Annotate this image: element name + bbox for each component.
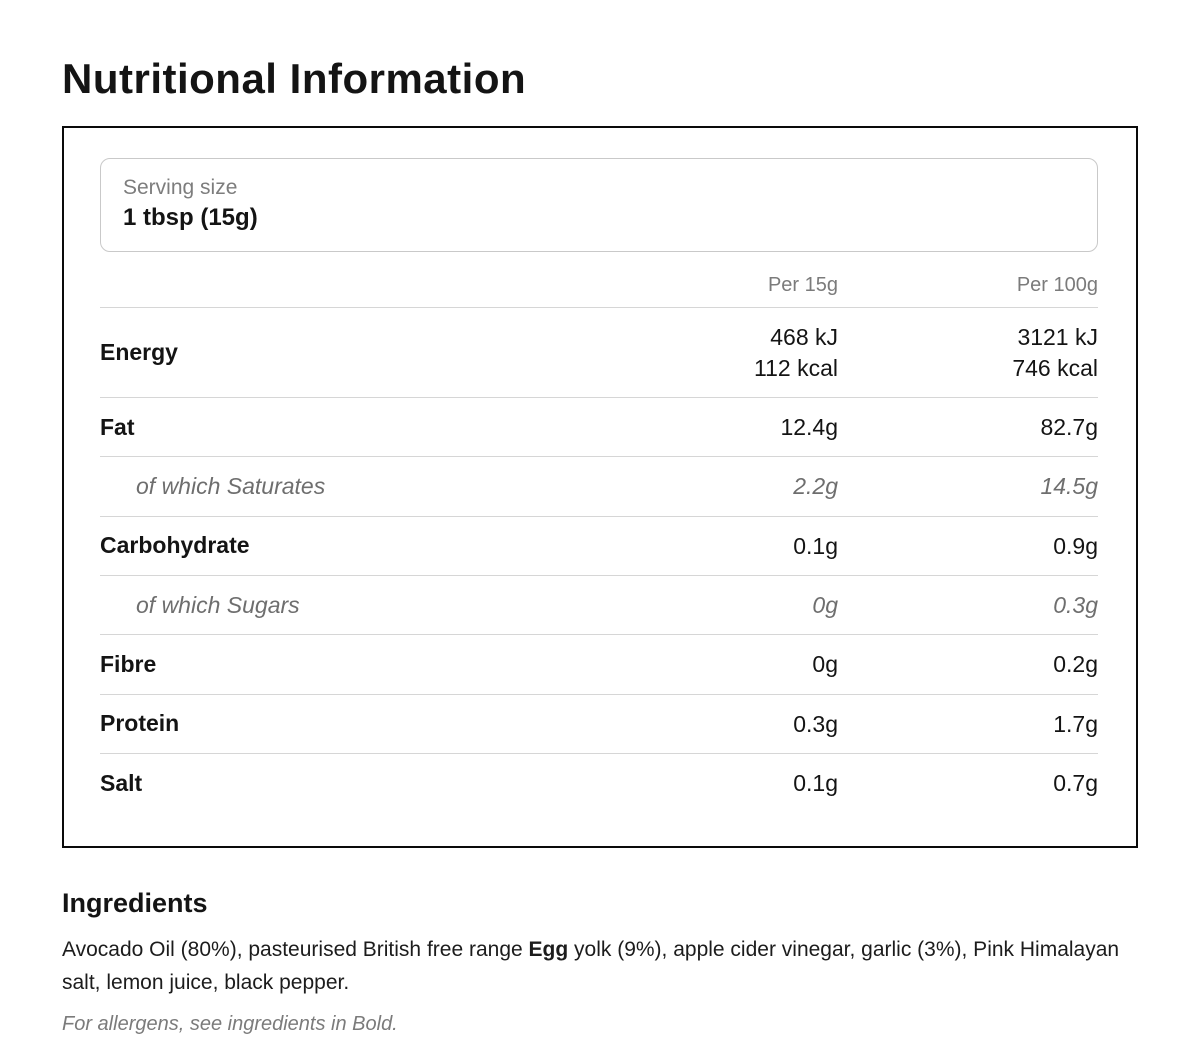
- table-row: Energy 468 kJ 112 kcal 3121 kJ 746 kcal: [100, 308, 1098, 398]
- column-header-per-15g: Per 15g: [767, 274, 838, 297]
- ingredients-segment: Avocado Oil (80%), pasteurised British f…: [62, 938, 529, 962]
- value-per-15g: 12.4g: [780, 413, 838, 440]
- nutrient-label: of which Sugars: [136, 591, 300, 618]
- serving-size-label: Serving size: [123, 176, 238, 200]
- table-row: Fat 12.4g 82.7g: [100, 398, 1098, 458]
- nutrient-label: Energy: [100, 339, 178, 366]
- allergen-bold-text: Egg: [528, 938, 569, 962]
- value-per-100g: 82.7g: [1040, 413, 1098, 440]
- table-row: Fibre 0g 0.2g: [100, 635, 1098, 695]
- value-per-100g: 0.7g: [1053, 770, 1098, 797]
- nutrition-panel: Serving size 1 tbsp (15g) Per 15g Per 10…: [62, 126, 1138, 849]
- nutrient-label: Salt: [100, 769, 143, 796]
- table-row: Protein 0.3g 1.7g: [100, 695, 1098, 755]
- column-header-per-100g: Per 100g: [1016, 274, 1098, 297]
- table-header-row: Per 15g Per 100g: [100, 252, 1098, 309]
- value-per-100g: 0.2g: [1053, 651, 1098, 678]
- value-per-100g: 3121 kJ 746 kcal: [1012, 324, 1098, 381]
- nutrient-label: Fibre: [100, 651, 157, 678]
- nutrient-label: Carbohydrate: [100, 532, 250, 559]
- ingredients-section: Ingredients Avocado Oil (80%), pasteuris…: [62, 888, 1138, 1036]
- table-body: Energy 468 kJ 112 kcal 3121 kJ 746 kcal Fat…: [100, 308, 1098, 802]
- value-per-15g: 0.3g: [793, 710, 838, 737]
- nutrition-page: Nutritional Information Serving size 1 t…: [62, 0, 1138, 1036]
- allergen-note: For allergens, see ingredients in Bold.: [62, 1013, 398, 1036]
- serving-size-field[interactable]: Serving size 1 tbsp (15g): [100, 158, 1098, 253]
- value-per-15g: 0.1g: [793, 770, 838, 797]
- nutrient-label: of which Saturates: [136, 472, 326, 499]
- page-title: Nutritional Information: [62, 55, 527, 102]
- value-per-100g: 0.9g: [1053, 532, 1098, 559]
- value-per-15g: 0.1g: [793, 532, 838, 559]
- ingredients-text: Avocado Oil (80%), pasteurised British f…: [62, 933, 1138, 999]
- serving-size-value: 1 tbsp (15g): [123, 204, 258, 232]
- table-row: of which Saturates 2.2g 14.5g: [100, 457, 1098, 517]
- value-per-15g: 0g: [812, 591, 838, 618]
- value-per-100g: 0.3g: [1053, 591, 1098, 618]
- table-row: of which Sugars 0g 0.3g: [100, 576, 1098, 636]
- nutrient-label: Protein: [100, 710, 180, 737]
- table-row: Carbohydrate 0.1g 0.9g: [100, 517, 1098, 576]
- ingredients-segment: yolk (9%), apple cider vinegar, garlic (…: [62, 938, 1120, 995]
- table-row: Salt 0.1g 0.7g: [100, 754, 1098, 802]
- value-per-100g: 1.7g: [1053, 710, 1098, 737]
- nutrient-label: Fat: [100, 413, 135, 440]
- value-per-15g: 0g: [812, 651, 838, 678]
- ingredients-heading: Ingredients: [62, 888, 208, 919]
- value-per-15g: 2.2g: [793, 473, 838, 500]
- value-per-15g: 468 kJ 112 kcal: [754, 324, 838, 381]
- value-per-100g: 14.5g: [1040, 473, 1098, 500]
